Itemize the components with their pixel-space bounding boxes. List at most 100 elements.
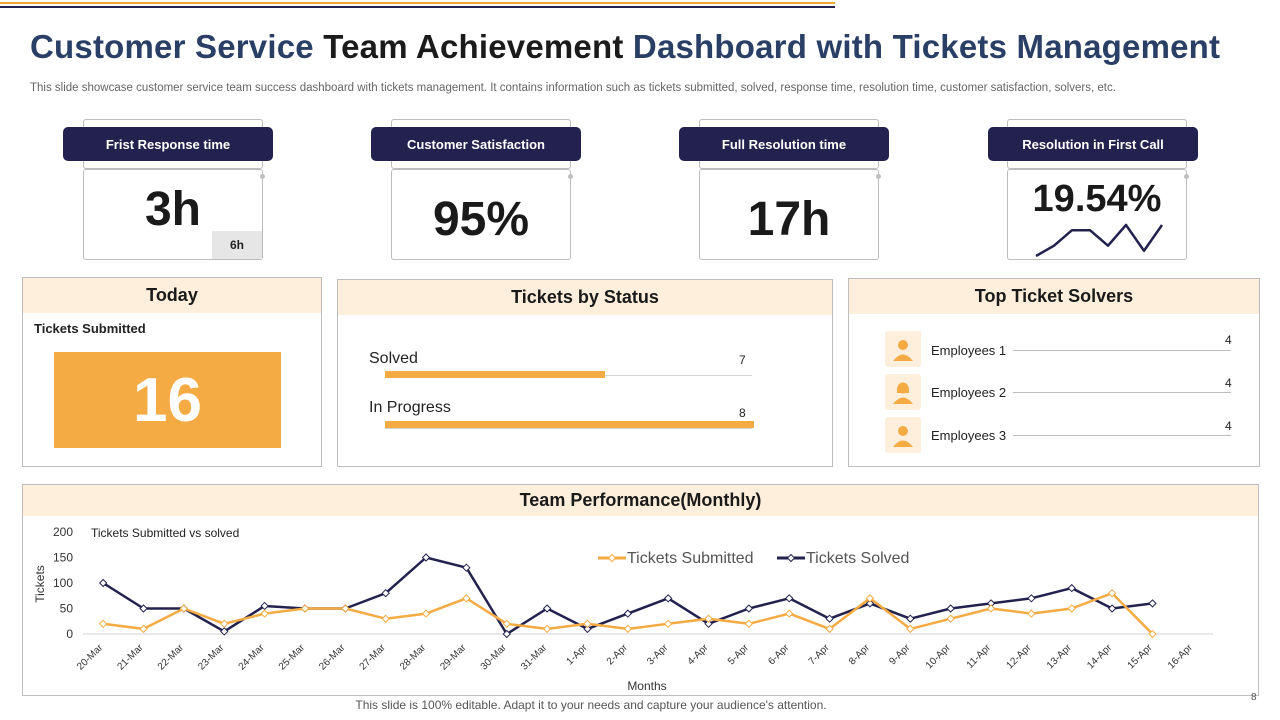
- data-point-tickets-submitted: [986, 604, 996, 613]
- x-tick-label: 15-Apr: [1126, 642, 1155, 671]
- data-point-tickets-solved: [1148, 599, 1157, 608]
- legend-label: Tickets Solved: [806, 550, 909, 567]
- x-tick-label: 21-Mar: [115, 642, 146, 673]
- employee-name: Employees 1: [931, 343, 1007, 358]
- data-point-tickets-submitted: [139, 624, 148, 634]
- data-point-tickets-solved: [421, 553, 431, 562]
- data-point-tickets-solved: [502, 629, 511, 639]
- page-title: Customer Service Team Achievement Dashbo…: [30, 28, 1220, 66]
- tickets-submitted-label: Tickets Submitted: [34, 321, 146, 336]
- data-point-tickets-solved: [98, 578, 108, 588]
- x-tick-label: 7-Apr: [807, 642, 833, 668]
- data-point-tickets-solved: [583, 624, 592, 634]
- kpi-full-resolution-box: 17h: [699, 169, 881, 260]
- x-tick-label: 6-Apr: [766, 642, 792, 668]
- data-point-tickets-solved: [542, 604, 552, 613]
- data-point-tickets-solved: [663, 594, 673, 603]
- data-point-tickets-submitted: [421, 609, 431, 618]
- data-point-tickets-submitted: [1067, 604, 1076, 613]
- data-point-tickets-submitted: [300, 604, 310, 613]
- employee-value: 4: [1225, 376, 1232, 390]
- employee-name: Employees 3: [931, 428, 1007, 443]
- data-point-tickets-solved: [381, 588, 390, 598]
- y-tick-label: 50: [60, 602, 74, 616]
- x-tick-label: 11-Apr: [965, 642, 994, 671]
- y-tick-label: 0: [66, 627, 73, 641]
- performance-panel: Team Performance(Monthly): [22, 484, 1259, 696]
- data-point-tickets-solved: [704, 619, 713, 629]
- x-tick-label: 10-Apr: [924, 642, 953, 671]
- x-tick-label: 5-Apr: [726, 642, 752, 668]
- performance-title: Team Performance(Monthly): [23, 485, 1258, 516]
- kpi-satisfaction-box: 95%: [391, 169, 573, 260]
- status-solved-label: Solved: [369, 350, 418, 367]
- data-point-tickets-submitted: [1148, 629, 1157, 639]
- footer-text: This slide is 100% editable. Adapt it to…: [355, 698, 827, 712]
- employee-avatar: [885, 374, 921, 410]
- chart-title: Tickets Submitted vs solved: [91, 526, 239, 540]
- data-point-tickets-submitted: [785, 609, 794, 618]
- data-point-tickets-solved: [906, 614, 915, 623]
- top-accent-line-orange: [0, 2, 835, 4]
- data-point-tickets-submitted: [663, 619, 673, 629]
- data-point-tickets-solved: [139, 604, 148, 613]
- data-point-tickets-submitted: [220, 619, 229, 629]
- x-tick-label: 30-Mar: [479, 642, 510, 673]
- data-point-tickets-submitted: [623, 624, 633, 634]
- title-part-3: Dashboard with Tickets Management: [632, 28, 1221, 65]
- data-point-tickets-solved: [946, 604, 955, 613]
- status-inprogress-value: 8: [739, 406, 746, 420]
- employee-bar: [1013, 435, 1231, 436]
- y-tick-label: 150: [53, 551, 73, 565]
- y-tick-label: 100: [53, 576, 73, 590]
- x-tick-label: 24-Mar: [237, 642, 268, 673]
- y-tick-label: 200: [53, 525, 73, 539]
- data-point-tickets-submitted: [906, 624, 915, 634]
- legend-marker: [786, 553, 796, 563]
- kpi-dot: [568, 174, 573, 179]
- x-tick-label: 29-Mar: [438, 642, 469, 673]
- data-point-tickets-submitted: [744, 619, 754, 629]
- x-tick-label: 27-Mar: [358, 642, 389, 673]
- x-tick-label: 16-Apr: [1166, 642, 1195, 671]
- kpi-first-call-value: 19.54%: [1032, 178, 1162, 220]
- x-tick-label: 13-Apr: [1045, 642, 1074, 671]
- data-point-tickets-submitted: [946, 614, 955, 623]
- data-point-tickets-submitted: [381, 614, 390, 623]
- series-line-tickets-solved: [102, 556, 1153, 636]
- status-inprogress-bar: [385, 421, 754, 428]
- x-tick-label: 3-Apr: [645, 642, 671, 668]
- person-female-icon: [893, 382, 913, 404]
- kpi-first-call-label: Resolution in First Call: [988, 127, 1198, 161]
- person-icon: [893, 340, 913, 361]
- x-axis-label: Months: [627, 679, 666, 693]
- status-inprogress-track: [385, 428, 752, 429]
- data-point-tickets-solved: [744, 604, 754, 613]
- employee-value: 4: [1225, 333, 1232, 347]
- x-tick-label: 2-Apr: [605, 642, 631, 668]
- title-part-1: Customer Service: [30, 28, 314, 65]
- kpi-first-response-box: 3h 6h: [83, 169, 265, 260]
- solvers-panel: Top Ticket Solvers Employees 1 4 Employe…: [848, 278, 1260, 467]
- data-point-tickets-submitted: [260, 609, 269, 618]
- data-point-tickets-submitted: [341, 604, 350, 613]
- data-point-tickets-solved: [220, 627, 229, 636]
- employee-avatar: [885, 331, 921, 367]
- data-point-tickets-submitted: [704, 614, 713, 623]
- kpi-first-response-value: 3h: [144, 183, 201, 236]
- page-subtitle: This slide showcase customer service tea…: [30, 82, 1116, 94]
- today-panel: Today Tickets Submitted 16: [22, 277, 322, 467]
- legend-marker: [607, 553, 617, 563]
- page-number: 8: [1251, 692, 1257, 703]
- solvers-title: Top Ticket Solvers: [849, 279, 1259, 314]
- legend-label: Tickets Submitted: [627, 550, 754, 567]
- title-part-2: Team Achievement: [323, 28, 624, 65]
- top-accent-line-navy: [0, 6, 835, 8]
- data-point-tickets-solved: [1107, 604, 1117, 613]
- kpi-first-call-sparkline: [1035, 223, 1164, 258]
- status-panel: Tickets by Status Solved 7 In Progress 8: [337, 279, 833, 467]
- kpi-first-response-sub: 6h: [212, 231, 262, 259]
- employee-bar: [1013, 350, 1231, 351]
- employee-bar: [1013, 392, 1231, 393]
